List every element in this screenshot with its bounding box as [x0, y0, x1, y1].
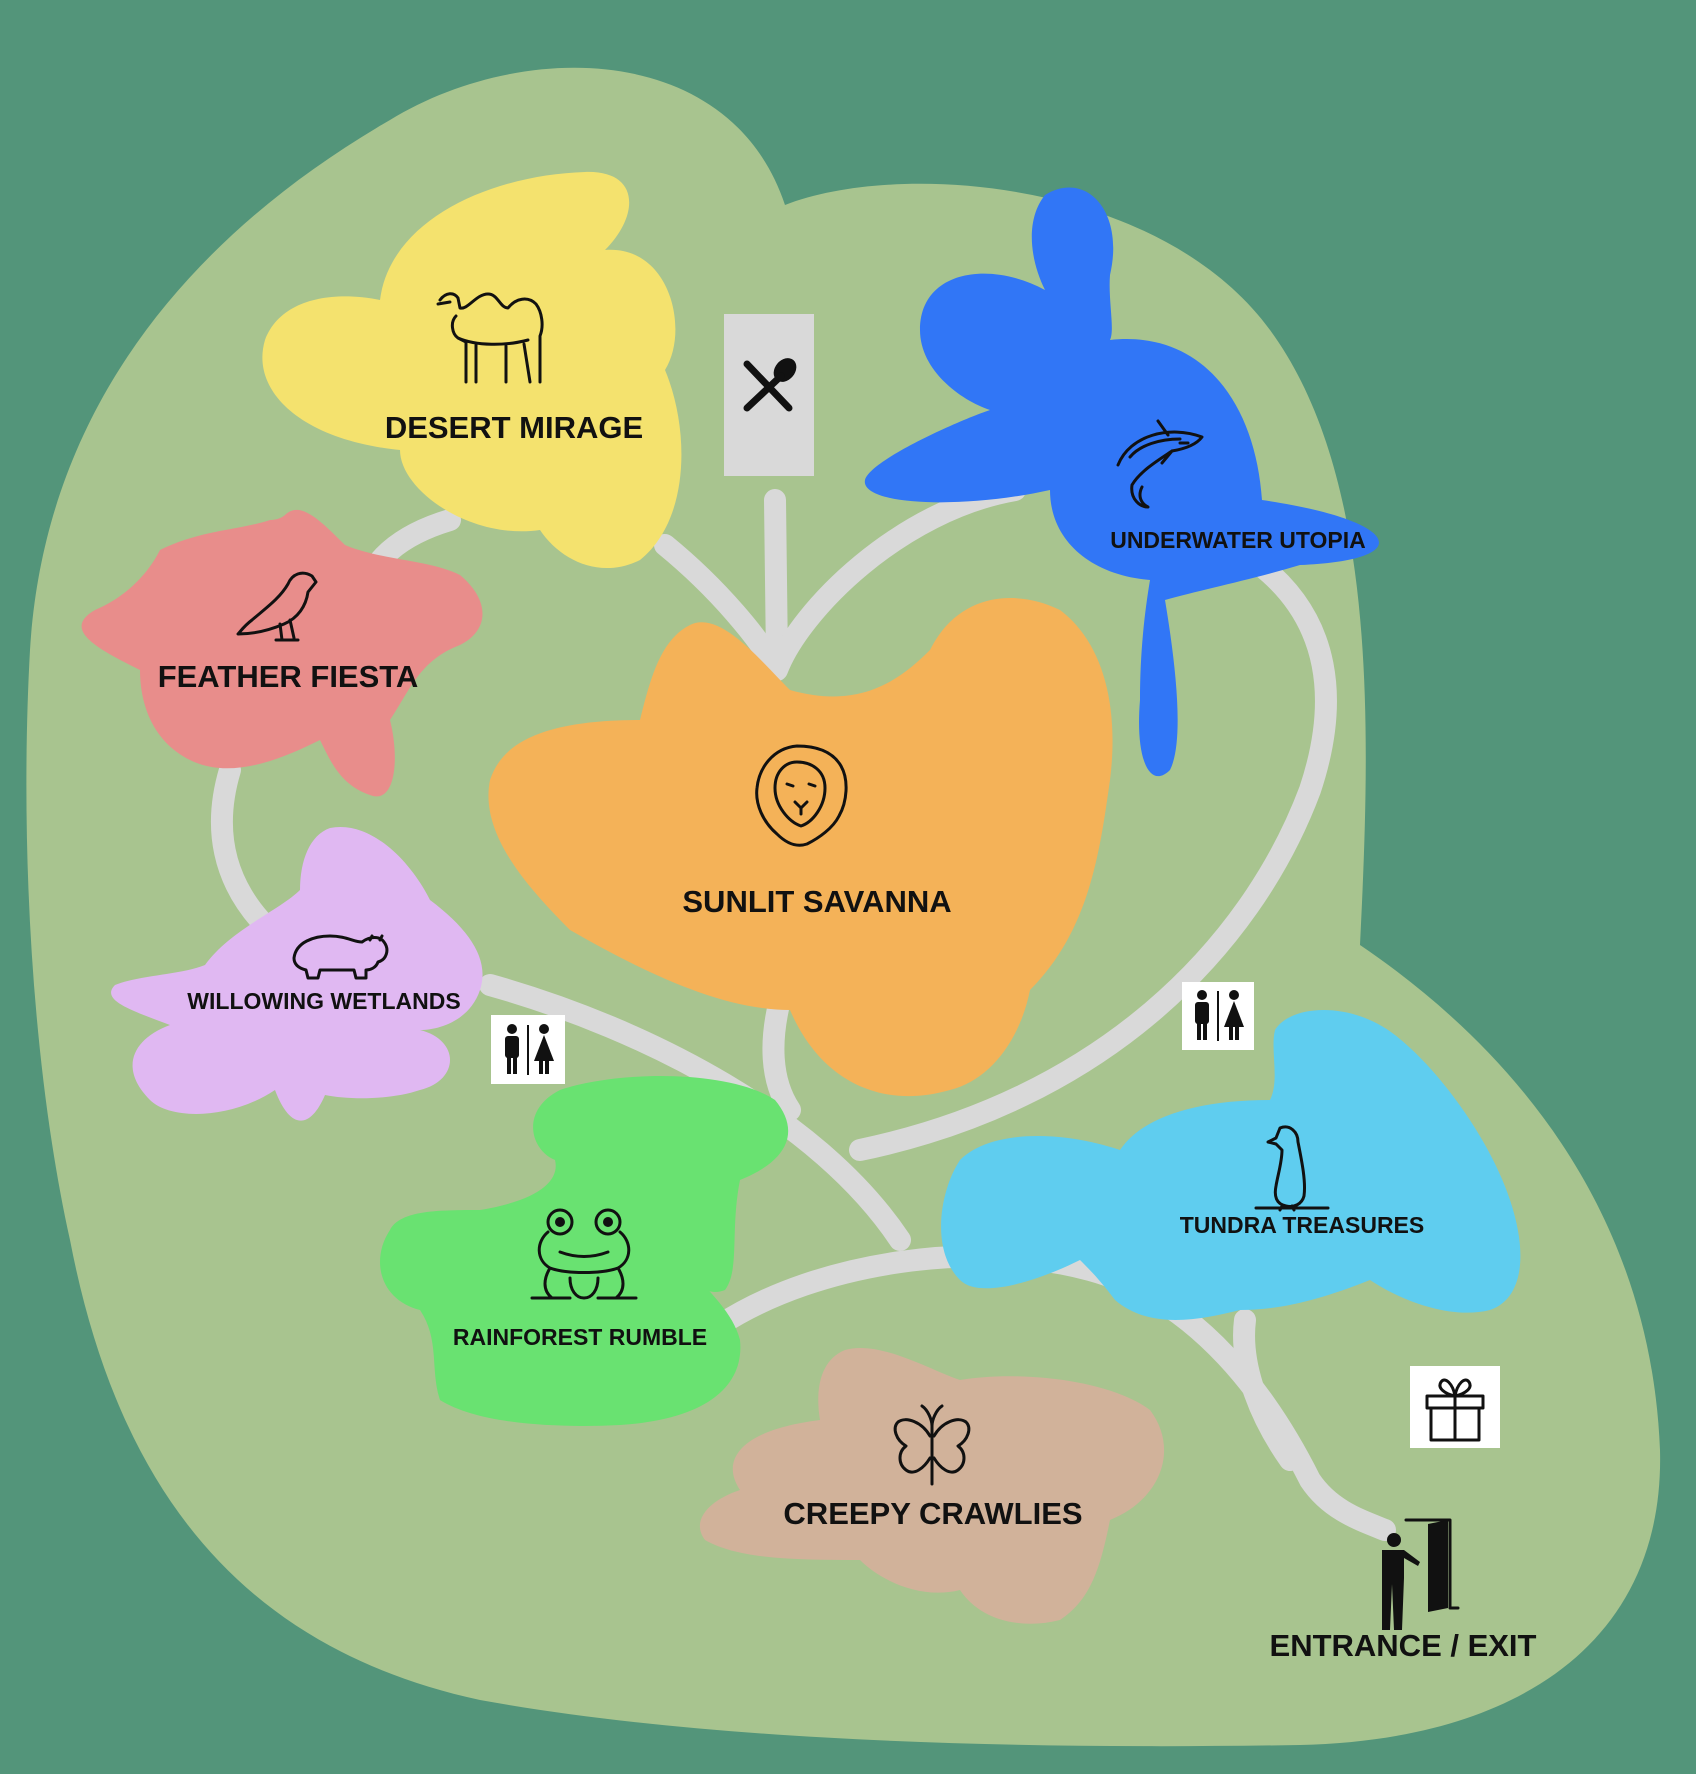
underwater-region	[864, 187, 1379, 777]
restroom-icon	[505, 1024, 554, 1075]
wetlands-region	[111, 826, 483, 1121]
entrance-label: ENTRANCE / EXIT	[1270, 1628, 1537, 1663]
tundra-region	[941, 1010, 1521, 1320]
zone-label: SUNLIT SAVANNA	[682, 884, 951, 919]
restroom-icon	[1195, 990, 1244, 1041]
restroom-right[interactable]	[1182, 982, 1254, 1050]
entrance-exit[interactable]: ENTRANCE / EXIT	[1270, 1518, 1537, 1663]
utensils-icon	[743, 358, 797, 412]
door-exit-icon	[1382, 1518, 1460, 1630]
frog-icon	[530, 1208, 638, 1300]
zone-label: UNDERWATER UTOPIA	[1110, 527, 1366, 553]
food-stand-box	[724, 314, 814, 476]
savanna-region	[488, 598, 1113, 1097]
zone-feather-fiesta[interactable]: FEATHER FIESTA	[81, 509, 483, 797]
restroom-left[interactable]	[491, 1015, 565, 1084]
zone-label: CREEPY CRAWLIES	[783, 1496, 1082, 1531]
zone-label: TUNDRA TREASURES	[1180, 1212, 1425, 1238]
zone-rainforest-rumble[interactable]: RAINFOREST RUMBLE	[380, 1076, 789, 1426]
zone-willowing-wetlands[interactable]: WILLOWING WETLANDS	[111, 826, 483, 1121]
camel-icon	[436, 292, 544, 384]
zone-sunlit-savanna[interactable]: SUNLIT SAVANNA	[488, 598, 1113, 1097]
zone-label: FEATHER FIESTA	[158, 659, 419, 694]
hippo-icon	[292, 934, 389, 980]
zone-label: RAINFOREST RUMBLE	[453, 1324, 707, 1350]
gift-icon	[1425, 1378, 1485, 1442]
creepy-region	[699, 1347, 1165, 1624]
shark-icon	[1116, 419, 1204, 509]
desert-region	[262, 171, 682, 569]
penguin-icon	[1254, 1125, 1330, 1212]
lion-icon	[755, 744, 848, 847]
rainforest-region	[380, 1076, 789, 1426]
butterfly-icon	[893, 1404, 971, 1486]
zone-underwater-utopia[interactable]: UNDERWATER UTOPIA	[864, 187, 1379, 777]
food-stand[interactable]	[724, 314, 814, 476]
zone-label: WILLOWING WETLANDS	[187, 988, 460, 1014]
zone-desert-mirage[interactable]: DESERT MIRAGE	[262, 171, 682, 569]
feather-region	[81, 509, 483, 797]
bird-icon	[236, 571, 318, 642]
zone-creepy-crawlies[interactable]: CREEPY CRAWLIES	[699, 1347, 1165, 1624]
gift-shop[interactable]	[1410, 1366, 1500, 1448]
zone-label: DESERT MIRAGE	[385, 410, 643, 445]
zone-tundra-treasures[interactable]: TUNDRA TREASURES	[941, 1010, 1521, 1320]
